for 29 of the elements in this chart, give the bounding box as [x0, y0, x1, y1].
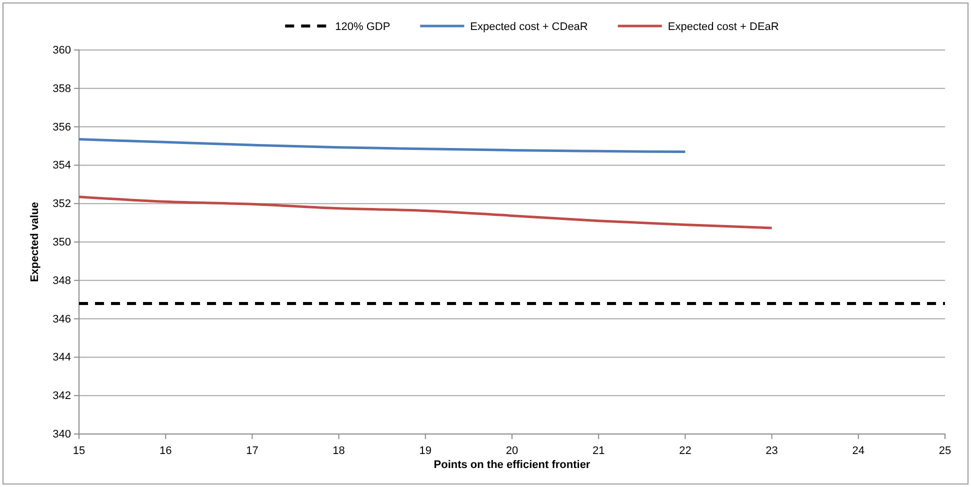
y-tick-label: 348 [52, 274, 71, 287]
x-tick-label: 25 [938, 445, 952, 458]
x-tick-label: 16 [159, 445, 172, 458]
x-tick-label: 17 [246, 445, 258, 458]
line-series [78, 138, 686, 154]
y-tick-label: 344 [52, 352, 71, 364]
y-axis-title: Expected value [29, 202, 41, 282]
x-tick-label: 19 [419, 445, 432, 458]
x-tick-label: 22 [679, 445, 692, 458]
x-tick-label: 24 [852, 445, 865, 458]
y-tick-label: 358 [52, 82, 71, 95]
legend-label: Expected cost + DEaR [668, 20, 779, 33]
y-tick-label: 346 [52, 313, 71, 326]
y-tick-label: 340 [52, 428, 71, 441]
x-tick-label: 21 [592, 445, 605, 458]
y-tick-label: 350 [52, 236, 71, 249]
legend-label: 120% GDP [335, 20, 390, 33]
x-tick-label: 15 [72, 445, 86, 458]
x-tick-label: 18 [332, 445, 345, 458]
y-tick-label: 356 [52, 121, 71, 134]
line-series [78, 196, 774, 230]
y-tick-label: 360 [52, 44, 71, 57]
y-tick-label: 354 [52, 160, 71, 172]
y-tick-label: 342 [52, 390, 71, 402]
y-tick-label: 352 [52, 198, 71, 210]
x-tick-label: 20 [506, 445, 518, 458]
legend-label: Expected cost + CDeaR [470, 20, 588, 33]
x-tick-label: 23 [766, 445, 778, 458]
x-axis-title: Points on the efficient frontier [434, 459, 591, 471]
